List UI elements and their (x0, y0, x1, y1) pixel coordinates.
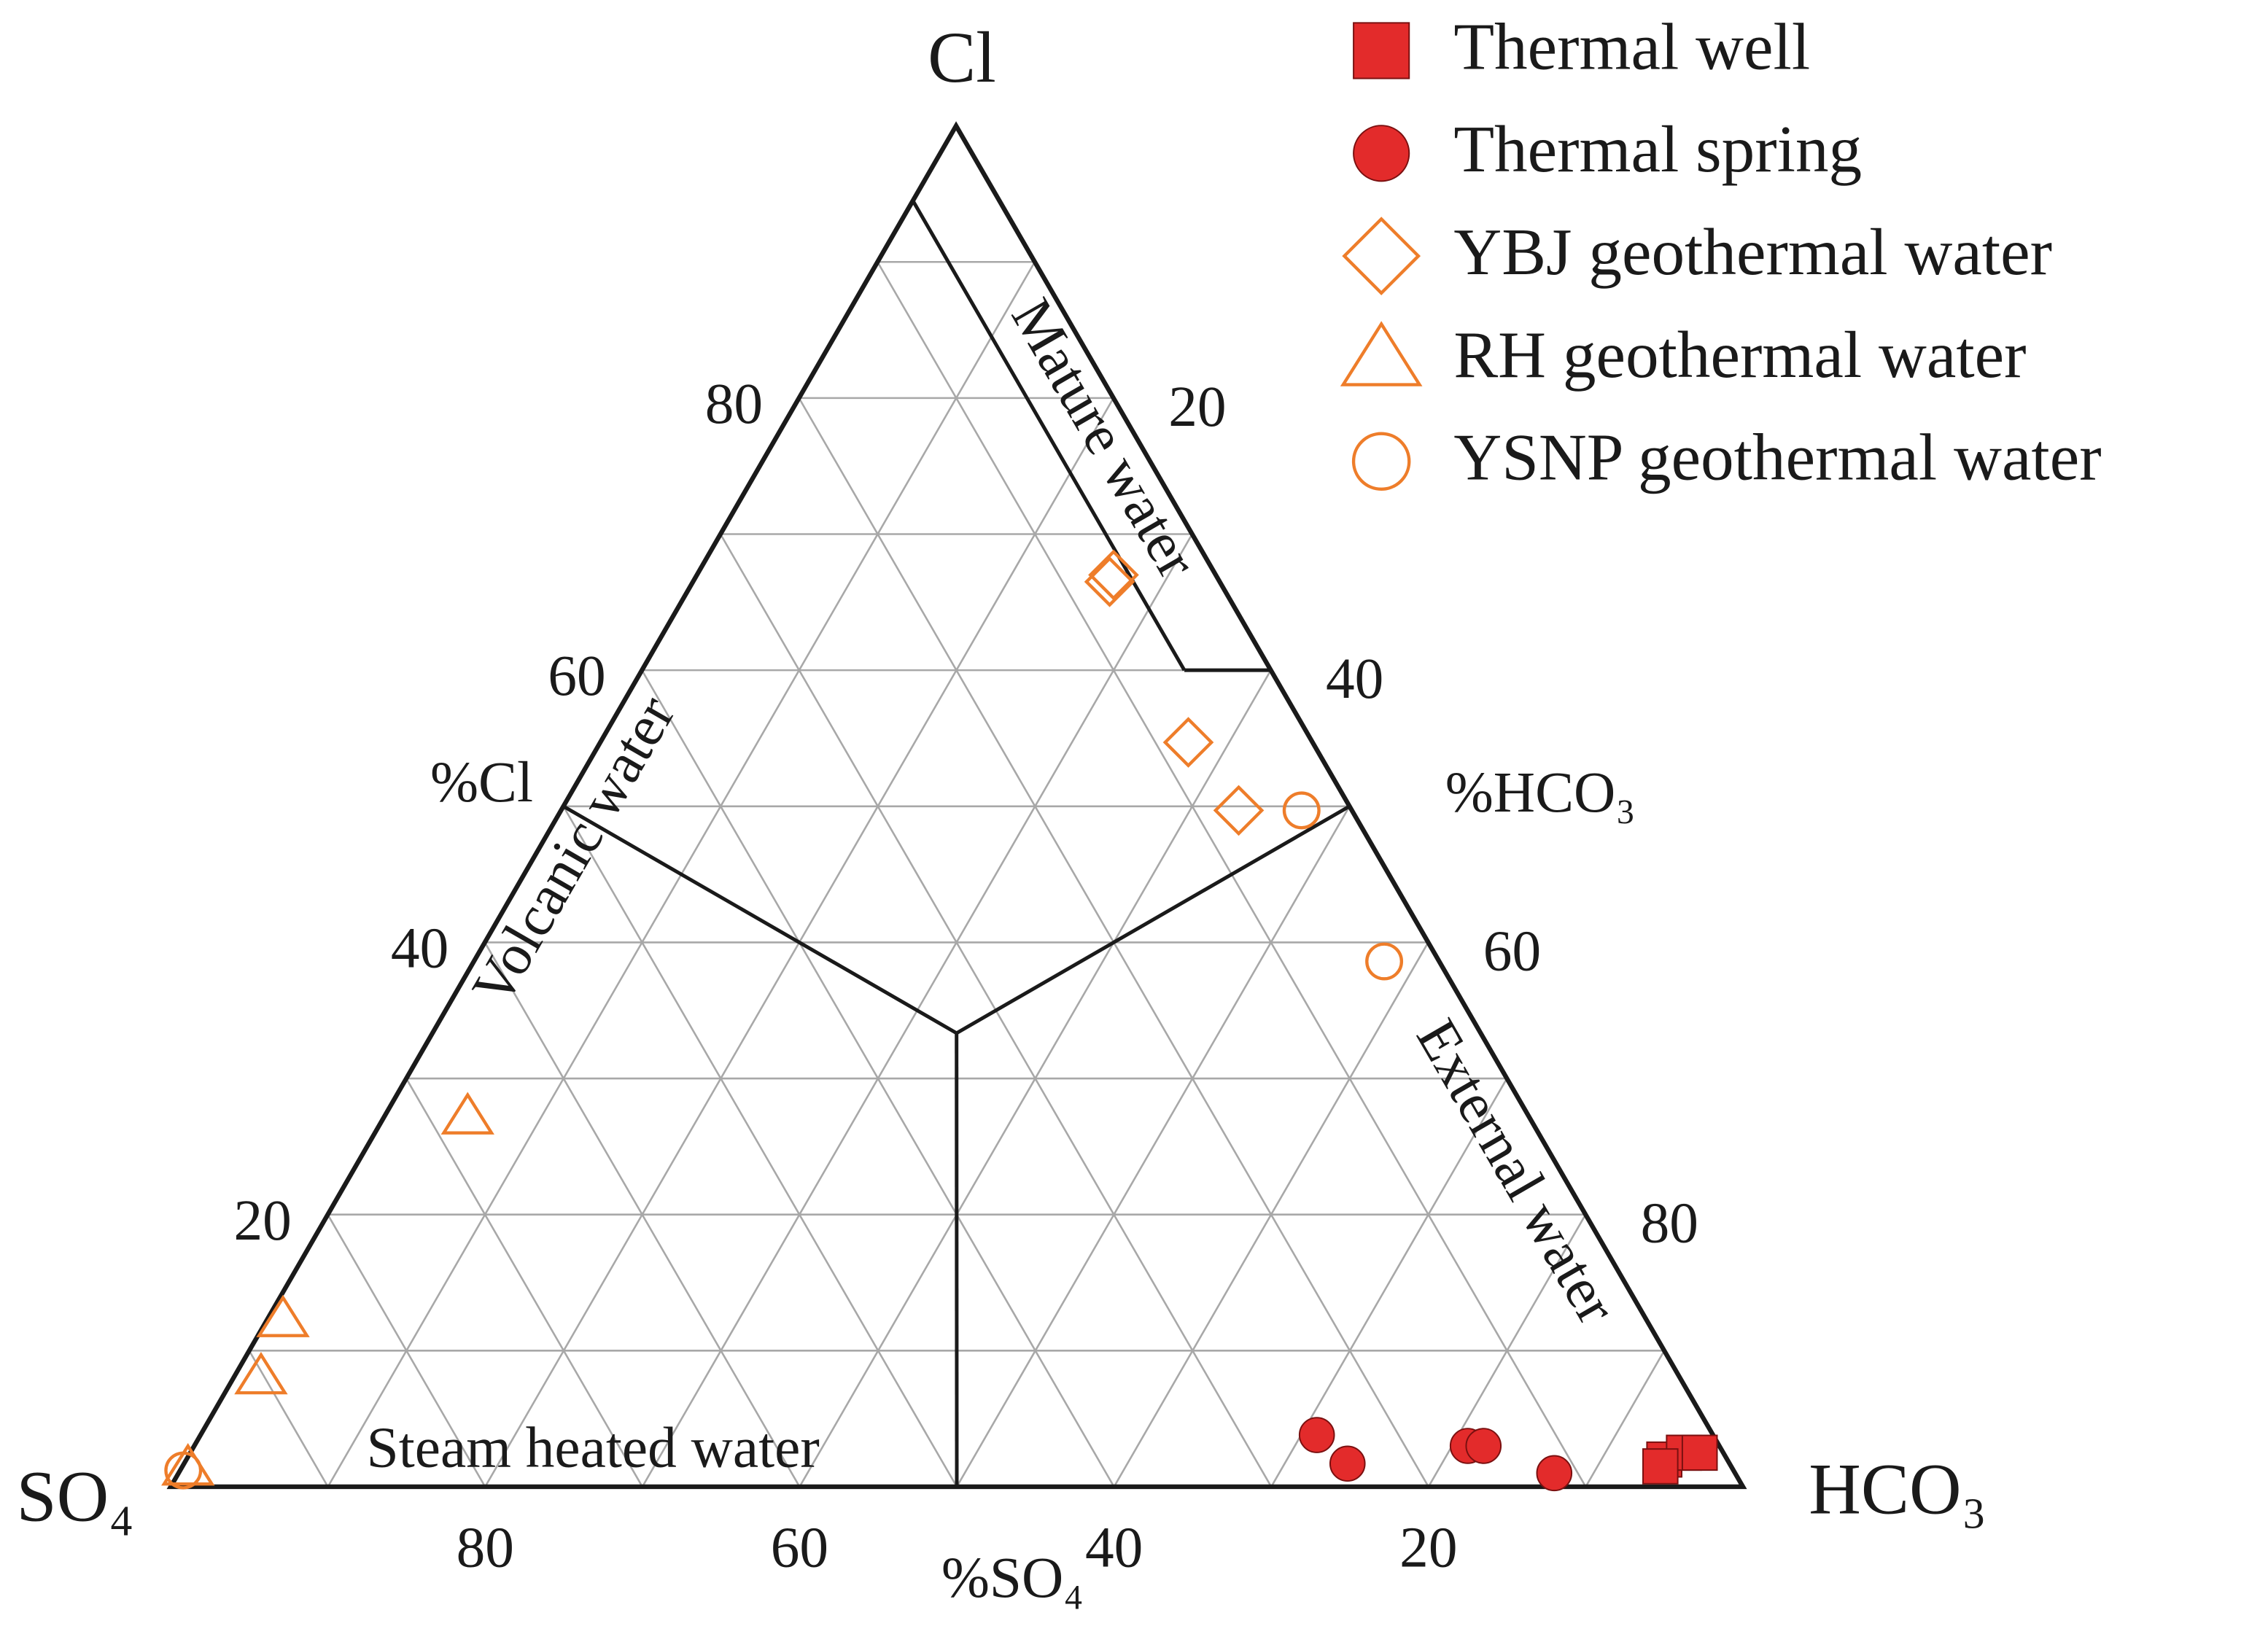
marker-square (1353, 22, 1410, 79)
so4-tick-label: 20 (1399, 1515, 1457, 1579)
vertex-label: Cl (928, 18, 996, 98)
marker-diamond (1162, 717, 1214, 768)
marker-triangle (1340, 321, 1423, 386)
marker-circle (1365, 942, 1404, 981)
legend-label: Thermal well (1453, 9, 1810, 83)
cl-tick-label: 80 (705, 372, 763, 436)
marker-triangle (440, 1092, 494, 1135)
cl-axis-label: %Cl (430, 750, 533, 814)
cl-tick-label: 60 (548, 644, 605, 708)
marker-circle (1353, 125, 1410, 182)
hco3-tick-label: 40 (1326, 647, 1383, 711)
grid-line (1113, 941, 1429, 1488)
grid-line (1585, 1350, 1666, 1488)
plot: 20 40 60 80 20 40 60 80 20 40 60 80 %Cl %HCO₃ %SO₄ Cl SO… (16, 9, 2101, 1610)
legend-label: YSNP geothermal water (1453, 421, 2101, 494)
marker-diamond (1088, 549, 1139, 601)
cl-tick-label: 20 (234, 1189, 292, 1253)
region-boundary (911, 199, 1187, 672)
legend-label: RH geothermal water (1453, 318, 2026, 392)
so4-tick-label: 40 (1085, 1515, 1143, 1579)
legend-label: YBJ geothermal water (1453, 215, 2052, 289)
hco3-tick-label: 60 (1483, 919, 1541, 983)
grid-line (248, 1350, 329, 1488)
hco3-tick-label: 80 (1641, 1191, 1698, 1256)
grid-line (955, 806, 1351, 1488)
marker-square (1681, 1434, 1718, 1471)
region-label: External water (1404, 1008, 1629, 1334)
grid-line (483, 941, 801, 1488)
hco3-axis-label: %HCO₃ (1445, 761, 1636, 825)
marker-triangle (161, 1443, 215, 1486)
marker-diamond (1213, 785, 1265, 836)
legend-label: Thermal spring (1453, 112, 1862, 186)
marker-circle (1351, 432, 1411, 491)
so4-tick-label: 80 (457, 1515, 514, 1579)
marker-triangle (234, 1351, 288, 1395)
hco3-tick-label: 20 (1168, 375, 1226, 439)
marker-diamond (1084, 556, 1135, 607)
vertex-label: HCO₃ (1809, 1450, 1987, 1530)
boundaries (166, 121, 1747, 1490)
marker-circle (1536, 1455, 1573, 1492)
so4-tick-label: 60 (771, 1515, 828, 1579)
region-label: Volcanic water (459, 685, 687, 1016)
marker-circle (164, 1451, 203, 1490)
grid-line (562, 806, 958, 1488)
marker-diamond (1342, 217, 1421, 295)
marker-circle (1329, 1445, 1366, 1482)
marker-circle (1282, 791, 1321, 830)
marker-circle (1298, 1417, 1335, 1453)
region-label: Steam heated water (367, 1416, 820, 1480)
region-boundary (562, 804, 958, 1035)
region-boundary (955, 804, 1351, 1035)
triangle-frame (166, 121, 1747, 1490)
grid-line (405, 1078, 643, 1488)
marker-triangle (256, 1294, 310, 1337)
so4-axis-label: %SO₄ (941, 1546, 1084, 1610)
vertex-label: SO₄ (16, 1458, 133, 1537)
marker-circle (1465, 1428, 1502, 1464)
marker-square (1642, 1448, 1679, 1485)
grid-line (327, 1214, 486, 1488)
cl-tick-label: 40 (391, 916, 448, 980)
